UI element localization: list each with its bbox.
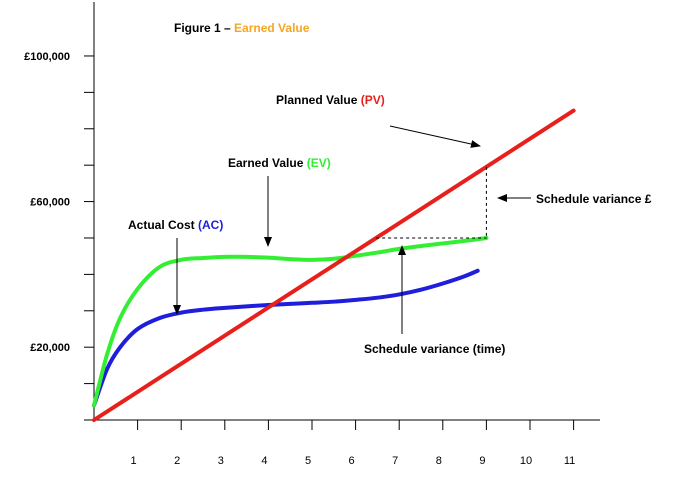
x-tick-label: 8 [436,455,442,467]
series-line-ac [92,268,480,408]
series-line-ev [92,235,489,408]
x-tick-label: 1 [131,455,137,467]
x-tick-label: 4 [261,455,267,467]
ev-label-abbrev: (EV) [307,156,331,170]
x-tick-label: 2 [174,455,180,467]
schedule-variance-time-label: Schedule variance (time) [364,342,505,356]
ac-label: Actual Cost (AC) [128,218,223,232]
ev-label-text: Earned Value [228,156,307,170]
chart-title-highlight: Earned Value [234,21,310,35]
x-tick-label: 11 [564,455,575,467]
ac-label-abbrev: (AC) [198,218,223,232]
x-tick-label: 9 [479,455,485,467]
pv-label-text: Planned Value [276,93,361,107]
x-tick-label: 7 [392,455,398,467]
x-tick-label: 5 [305,455,311,467]
y-tick-label: £60,000 [30,197,70,209]
ev-label: Earned Value (EV) [228,156,331,170]
x-tick-label: 6 [349,455,355,467]
series-line-pv [92,108,576,422]
schedule-variance-cost-label: Schedule variance £ [536,192,652,206]
ac-label-text: Actual Cost [128,218,198,232]
y-tick-label: £20,000 [30,342,70,354]
x-tick-label: 3 [218,455,224,467]
series-layer [92,108,576,422]
pv-label-abbrev: (PV) [361,93,385,107]
chart-title-prefix: Figure 1 – [174,21,234,35]
y-tick-label: £100,000 [24,51,70,63]
x-tick-label: 10 [520,455,532,467]
pv-label: Planned Value (PV) [276,93,385,107]
chart-title: Figure 1 – Earned Value [174,21,310,35]
axes: £100,000 £60,000 £20,000 1 2 3 4 5 6 7 8 9 10 11 [24,2,600,467]
pv-arrow [389,125,481,148]
annotations [173,125,531,334]
